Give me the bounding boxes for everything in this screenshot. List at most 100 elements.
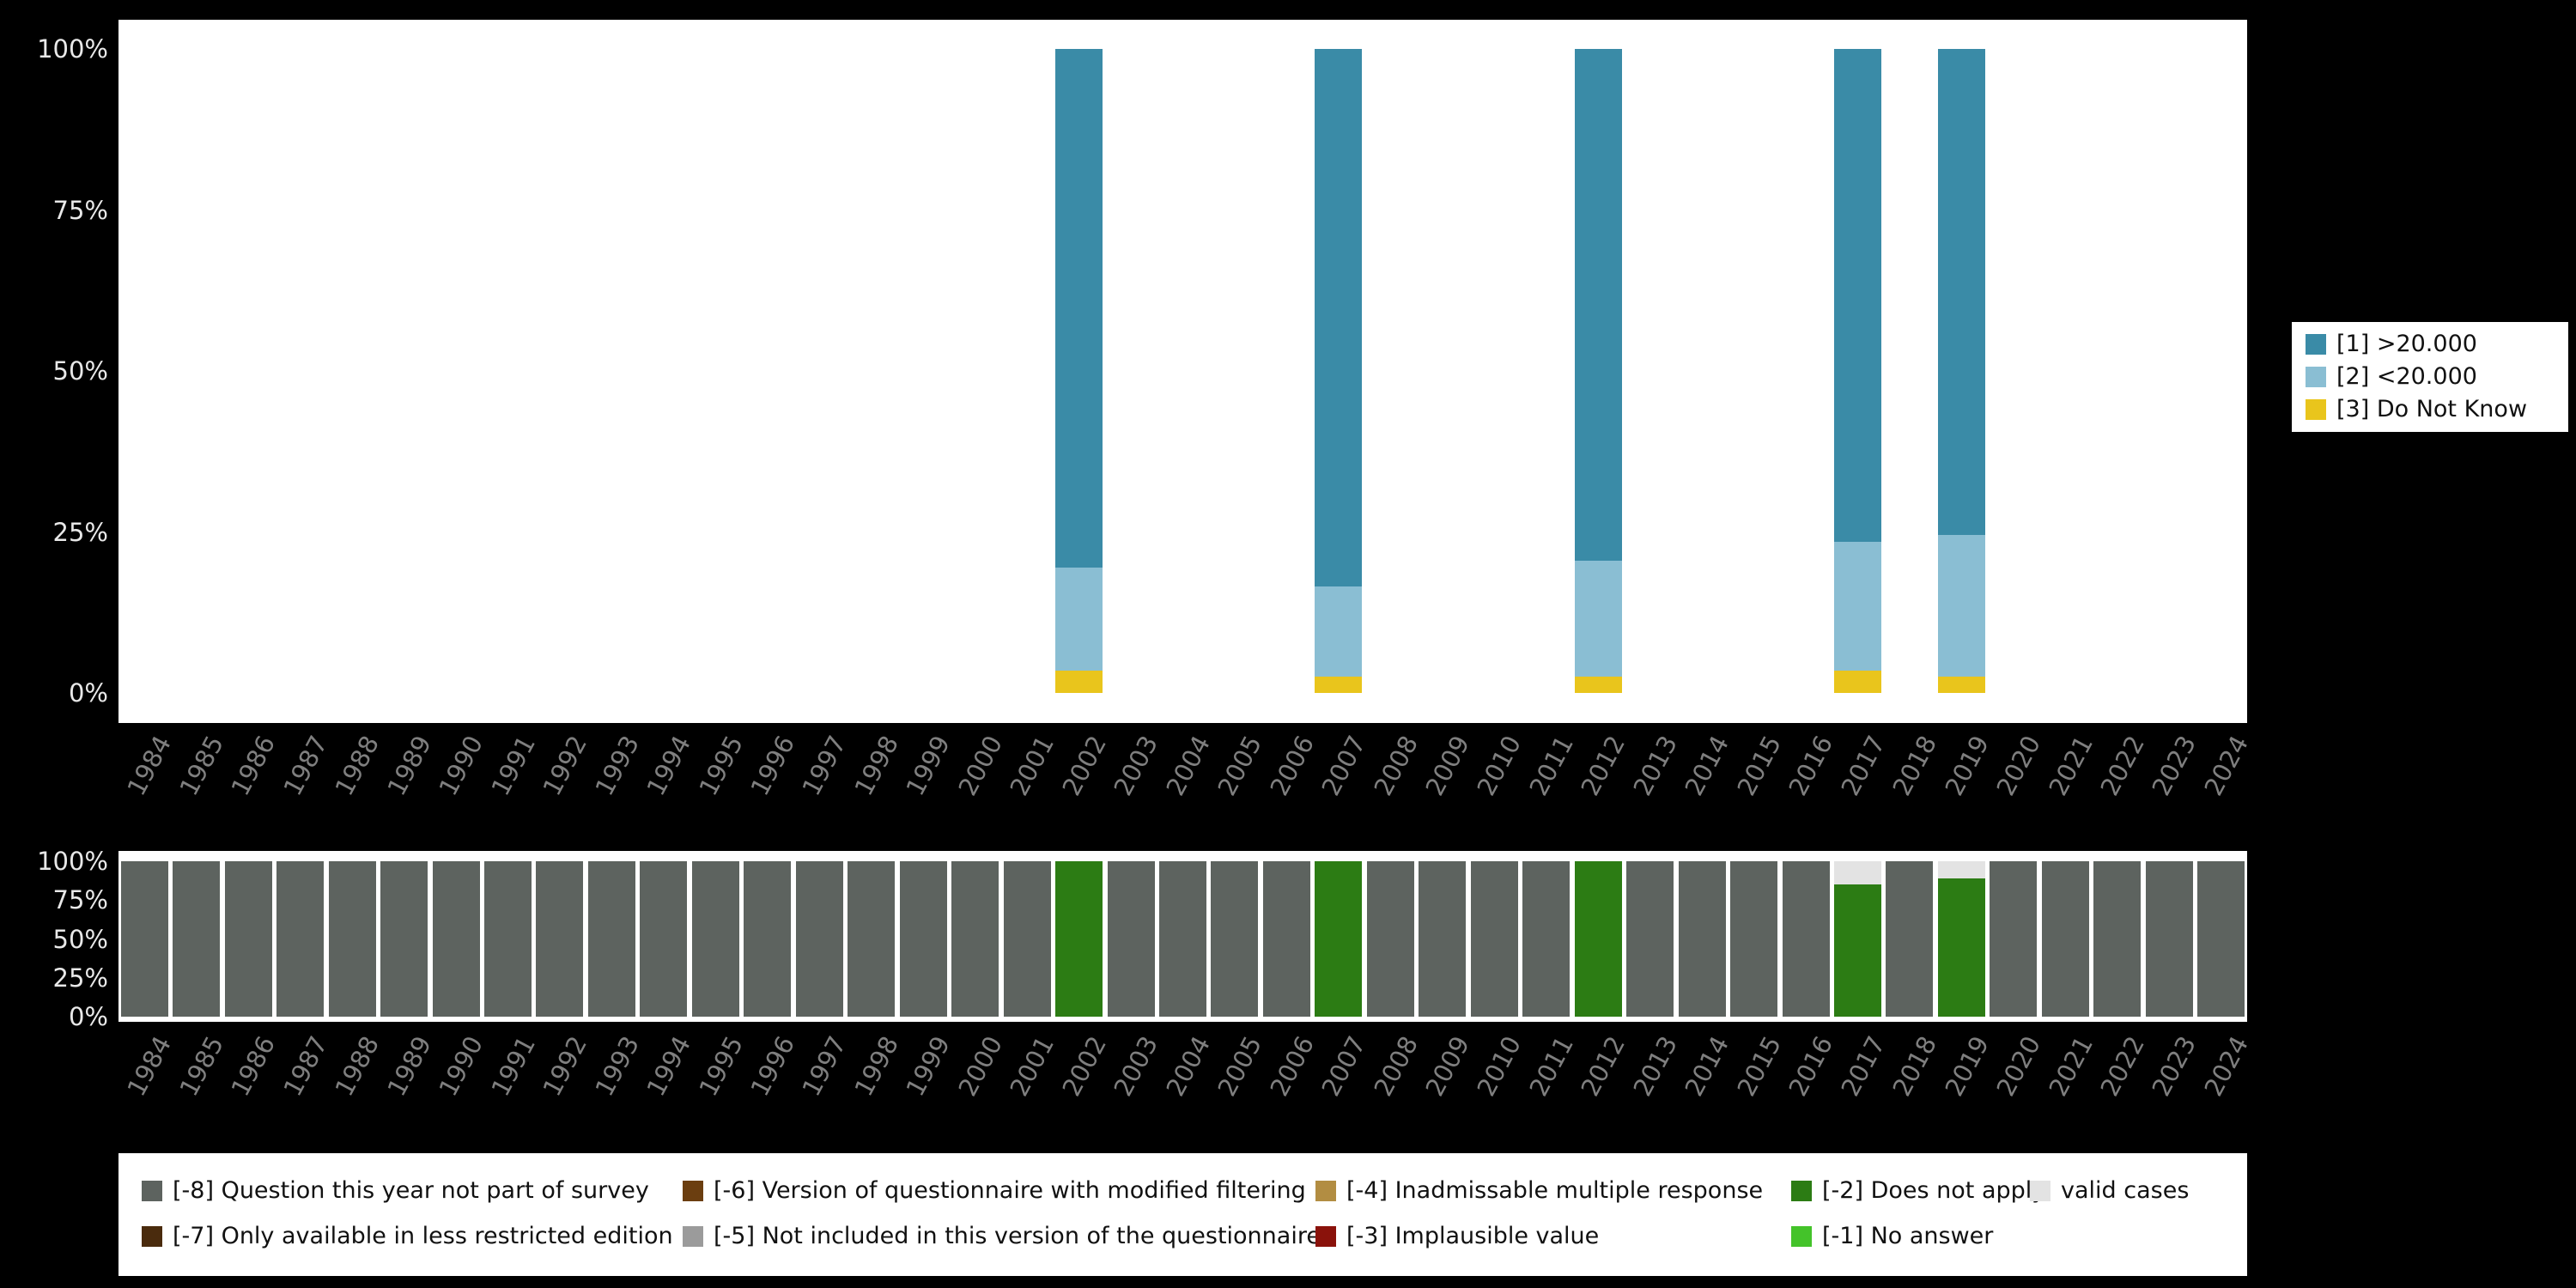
- legend-swatch: [1791, 1181, 1812, 1201]
- missing-x-tick-label: 2023: [2146, 1031, 2202, 1102]
- bar-segment: [1159, 861, 1206, 1017]
- bar-segment: [587, 861, 635, 1017]
- legend-swatch: [1791, 1226, 1812, 1247]
- bar-segment: [2145, 861, 2193, 1017]
- missing-legend-box: [-8] Question this year not part of surv…: [118, 1153, 2247, 1276]
- bar-segment: [1937, 535, 1985, 677]
- legend-item: [-2] Does not apply: [1791, 1177, 2045, 1205]
- legend-item-label: [-4] Inadmissable multiple response: [1346, 1177, 1764, 1204]
- bar-segment: [951, 861, 999, 1017]
- missing-x-tick-label: 2020: [1990, 1031, 2047, 1102]
- bar-segment: [899, 861, 947, 1017]
- missing-x-tick-label: 2008: [1367, 1031, 1424, 1102]
- bar-segment: [1937, 878, 1985, 1017]
- missing-bar-2001: [1003, 861, 1051, 1017]
- bar-segment: [432, 861, 480, 1017]
- values-x-tick-label: 2002: [1056, 731, 1112, 801]
- values-x-tick-label: 1990: [433, 731, 489, 801]
- bar-segment: [1055, 567, 1103, 671]
- bar-segment: [1678, 861, 1726, 1017]
- missing-y-tick-label: 25%: [52, 963, 108, 993]
- values-bar-2012: [1574, 49, 1622, 693]
- legend-swatch: [2306, 367, 2326, 387]
- missing-x-tick-label: 1993: [588, 1031, 645, 1102]
- values-x-tick-label: 2006: [1264, 731, 1320, 801]
- missing-y-tick-label: 50%: [52, 924, 108, 954]
- missing-x-tick-label: 2002: [1056, 1031, 1112, 1102]
- values-x-tick-label: 1998: [848, 731, 904, 801]
- bar-segment: [1834, 861, 1882, 885]
- values-x-tick-label: 2009: [1419, 731, 1476, 801]
- legend-item-label: [-2] Does not apply: [1822, 1177, 2046, 1204]
- missing-x-tick-label: 2014: [1679, 1031, 1735, 1102]
- missing-bar-1997: [795, 861, 843, 1017]
- values-y-tick-label: 25%: [52, 517, 108, 547]
- legend-swatch: [2306, 334, 2326, 355]
- bar-segment: [328, 861, 376, 1017]
- bar-segment: [1937, 49, 1985, 536]
- missing-x-tick-label: 2010: [1471, 1031, 1528, 1102]
- missing-bar-2018: [1886, 861, 1934, 1017]
- missing-bar-2000: [951, 861, 999, 1017]
- values-x-tick-label: 2017: [1835, 731, 1891, 801]
- values-y-tick-label: 100%: [37, 34, 108, 64]
- legend-swatch: [1315, 1181, 1336, 1201]
- missing-bar-1994: [640, 861, 688, 1017]
- bar-segment: [2197, 861, 2245, 1017]
- missing-bar-2021: [2041, 861, 2089, 1017]
- bar-segment: [1574, 861, 1622, 1017]
- missing-x-tick-label: 1985: [173, 1031, 229, 1102]
- values-x-tick-label: 2019: [1939, 731, 1995, 801]
- bar-segment: [173, 861, 221, 1017]
- values-x-tick-label: 1988: [329, 731, 386, 801]
- missing-bar-1989: [380, 861, 428, 1017]
- missing-x-tick-label: 1998: [848, 1031, 904, 1102]
- values-x-tick-label: 1989: [381, 731, 437, 801]
- values-x-tick-label: 1994: [641, 731, 697, 801]
- values-y-tick-label: 50%: [52, 356, 108, 386]
- bar-segment: [1522, 861, 1571, 1017]
- legend-item-label: [3] Do Not Know: [2336, 396, 2528, 422]
- bar-segment: [1211, 861, 1259, 1017]
- bar-segment: [2093, 861, 2142, 1017]
- bar-segment: [1834, 670, 1882, 693]
- missing-bar-2007: [1315, 861, 1363, 1017]
- values-x-tick-label: 2010: [1471, 731, 1528, 801]
- missing-x-tick-label: 1991: [485, 1031, 541, 1102]
- missing-x-tick-label: 2017: [1835, 1031, 1891, 1102]
- values-x-tick-label: 1997: [796, 731, 853, 801]
- missing-bar-2019: [1937, 861, 1985, 1017]
- missing-bar-2006: [1262, 861, 1310, 1017]
- missing-bar-2002: [1055, 861, 1103, 1017]
- values-x-tick-label: 2011: [1523, 731, 1579, 801]
- missing-bar-2016: [1782, 861, 1830, 1017]
- bar-segment: [848, 861, 896, 1017]
- missing-x-tick-label: 1999: [900, 1031, 957, 1102]
- missing-x-tick-label: 2016: [1783, 1031, 1839, 1102]
- legend-swatch: [683, 1226, 703, 1247]
- values-x-tick-label: 2024: [2198, 731, 2255, 801]
- missing-x-tick-label: 2007: [1315, 1031, 1372, 1102]
- missing-y-tick-label: 0%: [68, 1002, 108, 1031]
- legend-item: [-5] Not included in this version of the…: [683, 1223, 1321, 1250]
- legend-item-label: [-7] Only available in less restricted e…: [173, 1223, 673, 1249]
- legend-swatch: [142, 1226, 162, 1247]
- missing-x-tick-label: 1994: [641, 1031, 697, 1102]
- legend-item: [-6] Version of questionnaire with modif…: [683, 1177, 1306, 1205]
- legend-item: [-7] Only available in less restricted e…: [142, 1223, 673, 1250]
- values-bar-2019: [1937, 49, 1985, 693]
- missing-bar-1993: [587, 861, 635, 1017]
- values-y-tick-label: 75%: [52, 195, 108, 225]
- values-bar-2002: [1055, 49, 1103, 693]
- missing-bar-1987: [276, 861, 325, 1017]
- legend-item: [-4] Inadmissable multiple response: [1315, 1177, 1763, 1205]
- bar-segment: [536, 861, 584, 1017]
- bar-segment: [744, 861, 792, 1017]
- missing-x-tick-label: 2012: [1575, 1031, 1631, 1102]
- missing-x-tick-label: 2006: [1264, 1031, 1320, 1102]
- legend-item: [-3] Implausible value: [1315, 1223, 1599, 1250]
- missing-bar-2011: [1522, 861, 1571, 1017]
- bar-segment: [1937, 861, 1985, 878]
- bar-segment: [795, 861, 843, 1017]
- legend-item: [3] Do Not Know: [2306, 396, 2568, 423]
